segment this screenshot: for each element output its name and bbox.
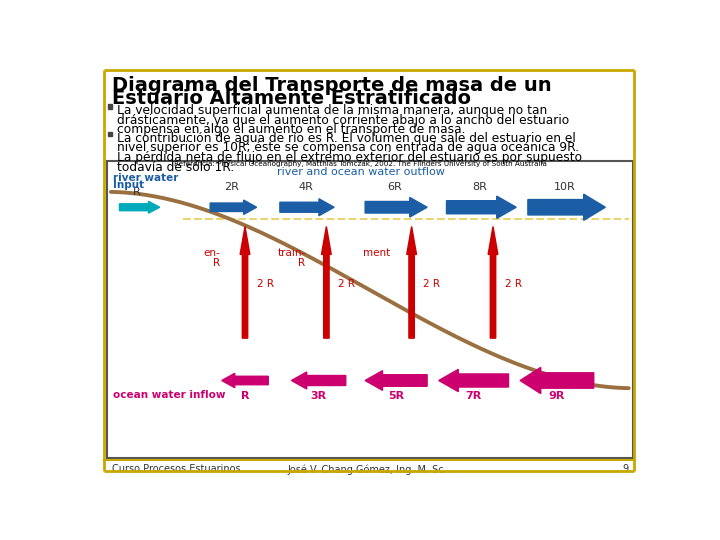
- Text: ocean water inflow: ocean water inflow: [113, 390, 226, 400]
- Text: drásticamente, ya que el aumento corriente abajo a lo ancho del estuario: drásticamente, ya que el aumento corrien…: [117, 114, 570, 127]
- FancyArrow shape: [407, 226, 416, 338]
- Text: Curso Procesos Estuarinos: Curso Procesos Estuarinos: [112, 464, 240, 475]
- Text: Referencia: Physical Oceanography, Matthias Tomczak, 2002. The Flinders Universi: Referencia: Physical Oceanography, Matth…: [174, 161, 546, 167]
- FancyArrow shape: [240, 226, 250, 338]
- Text: R: R: [132, 187, 140, 197]
- Text: 8R: 8R: [472, 182, 487, 192]
- Text: en-: en-: [204, 248, 220, 259]
- Text: R: R: [213, 259, 220, 268]
- Text: José V. Chang Gómez, Ing. M. Sc..: José V. Chang Gómez, Ing. M. Sc..: [288, 464, 450, 475]
- Text: 2 R: 2 R: [338, 279, 355, 289]
- FancyArrow shape: [210, 200, 256, 214]
- Text: 2 R: 2 R: [505, 279, 521, 289]
- FancyArrow shape: [120, 201, 160, 213]
- Text: ment: ment: [364, 248, 391, 259]
- Text: 3R: 3R: [310, 392, 327, 401]
- Text: 9R: 9R: [549, 392, 564, 401]
- Text: 2 R: 2 R: [256, 279, 274, 289]
- Text: R: R: [240, 392, 249, 401]
- FancyArrow shape: [292, 372, 346, 389]
- Text: Diagrama del Transporte de masa de un: Diagrama del Transporte de masa de un: [112, 76, 552, 94]
- Text: river and ocean water outflow: river and ocean water outflow: [277, 167, 445, 177]
- Bar: [108, 104, 112, 109]
- FancyArrow shape: [322, 226, 331, 338]
- FancyArrow shape: [222, 373, 269, 388]
- Text: 6R: 6R: [387, 182, 402, 192]
- Text: 2R: 2R: [225, 182, 239, 192]
- Text: La pérdida neta de flujo en el extremo exterior del estuario es por supuesto: La pérdida neta de flujo en el extremo e…: [117, 151, 582, 164]
- Text: compensa en algo el aumento en el transporte de masa.: compensa en algo el aumento en el transp…: [117, 123, 466, 136]
- Text: nivel superior es 10R; éste se compensa con entrada de agua oceánica 9R.: nivel superior es 10R; éste se compensa …: [117, 141, 580, 154]
- Text: Input: Input: [113, 180, 145, 190]
- Text: R: R: [298, 259, 305, 268]
- FancyArrow shape: [365, 198, 427, 217]
- Text: river water: river water: [113, 173, 179, 183]
- FancyArrow shape: [488, 226, 498, 338]
- FancyArrow shape: [438, 369, 508, 392]
- Text: 10R: 10R: [554, 182, 575, 192]
- Bar: [108, 132, 112, 137]
- FancyArrow shape: [520, 367, 594, 394]
- Text: train-: train-: [277, 248, 305, 259]
- Text: 9: 9: [623, 464, 629, 475]
- FancyArrow shape: [528, 194, 606, 220]
- FancyArrow shape: [446, 196, 516, 218]
- Text: Estuario Altamente Estratificado: Estuario Altamente Estratificado: [112, 89, 471, 107]
- FancyArrow shape: [365, 370, 427, 390]
- Text: 5R: 5R: [388, 392, 404, 401]
- FancyBboxPatch shape: [107, 161, 632, 457]
- Text: 7R: 7R: [466, 392, 482, 401]
- Text: 4R: 4R: [298, 182, 313, 192]
- FancyArrow shape: [280, 199, 334, 216]
- Text: 2 R: 2 R: [423, 279, 440, 289]
- Text: La velocidad superficial aumenta de la misma manera, aunque no tan: La velocidad superficial aumenta de la m…: [117, 104, 547, 117]
- Text: La contribución de agua de río es R. El volumen que sale del estuario en el: La contribución de agua de río es R. El …: [117, 132, 576, 145]
- Text: todavía de sólo 1R.: todavía de sólo 1R.: [117, 161, 235, 174]
